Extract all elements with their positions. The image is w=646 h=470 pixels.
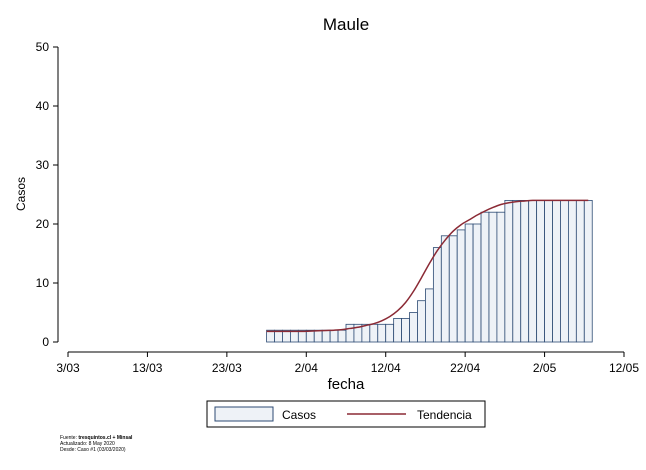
- legend-label-tendencia: Tendencia: [417, 408, 472, 422]
- bar-casos: [329, 329, 339, 343]
- bar-casos: [568, 199, 577, 343]
- source-note: Fuente: tresquintos.cl + Minsal Actualiz…: [60, 435, 132, 453]
- y-axis-label: Casos: [14, 177, 28, 211]
- legend-label-casos: Casos: [282, 408, 316, 422]
- x-tick-label: 23/03: [212, 361, 242, 375]
- legend-swatch-casos: [214, 406, 274, 422]
- bar-casos: [321, 329, 331, 343]
- x-axis-label: fecha: [328, 376, 365, 393]
- trend-line-tendencia: [266, 199, 589, 333]
- bar-casos: [528, 199, 538, 343]
- x-tick-label: 12/05: [609, 361, 639, 375]
- y-axis: 0 10 20 30 40 50: [36, 40, 59, 349]
- bar-casos: [393, 317, 402, 343]
- x-tick-label: 12/04: [371, 361, 401, 375]
- bar-casos: [472, 223, 482, 343]
- chart-title: Maule: [323, 15, 369, 34]
- x-tick-label: 22/04: [450, 361, 480, 375]
- bar-casos: [409, 312, 418, 343]
- bar-casos: [488, 211, 498, 343]
- bar-casos: [337, 329, 347, 343]
- bar-casos: [432, 247, 442, 343]
- bar-casos: [369, 323, 379, 343]
- bar-casos: [377, 323, 387, 343]
- x-tick-label: 2/05: [533, 361, 557, 375]
- bar-casos: [401, 317, 410, 343]
- y-tick-label: 50: [36, 40, 50, 54]
- bar-casos: [560, 199, 569, 343]
- bar-casos: [361, 323, 371, 343]
- bar-casos: [480, 211, 490, 343]
- y-tick-label: 20: [36, 217, 50, 231]
- y-tick-label: 30: [36, 158, 50, 172]
- y-tick-label: 10: [36, 276, 50, 290]
- x-tick-label: 3/03: [56, 361, 80, 375]
- y-tick-label: 40: [36, 99, 50, 113]
- bar-casos: [504, 199, 514, 343]
- bar-casos: [448, 235, 458, 343]
- y-tick-label: 0: [42, 335, 49, 349]
- source-line-1: Fuente: tresquintos.cl + Minsal: [60, 435, 132, 441]
- bar-casos: [552, 199, 561, 343]
- bar-casos: [520, 199, 530, 343]
- x-tick-label: 13/03: [132, 361, 162, 375]
- bar-casos: [456, 229, 466, 343]
- bar-casos: [305, 329, 315, 343]
- bar-casos: [417, 300, 426, 343]
- bar-casos: [425, 288, 434, 343]
- bar-casos: [536, 199, 545, 343]
- x-axis: 3/03 13/03 23/03 2/04 12/04 22/04 2/05 12/05: [56, 351, 639, 375]
- x-tick-label: 2/04: [295, 361, 319, 375]
- source-line-2: Actualizado: 8 May 2020: [60, 441, 115, 447]
- bars-series-casos: [266, 199, 593, 343]
- source-name: tresquintos.cl + Minsal: [78, 435, 133, 441]
- source-prefix: Fuente:: [60, 435, 79, 441]
- source-line-3: Desde: Caso #1 (03/03/2020): [60, 447, 126, 453]
- bar-casos: [440, 235, 450, 343]
- bar-casos: [496, 211, 506, 343]
- bar-casos: [345, 323, 355, 343]
- bar-casos: [512, 199, 522, 343]
- bar-casos: [385, 323, 395, 343]
- bar-casos: [464, 223, 474, 343]
- bar-casos: [575, 199, 585, 343]
- legend: Casos Tendencia: [206, 400, 486, 428]
- bar-casos: [583, 199, 593, 343]
- bar-casos: [544, 199, 553, 343]
- bar-casos: [313, 329, 323, 343]
